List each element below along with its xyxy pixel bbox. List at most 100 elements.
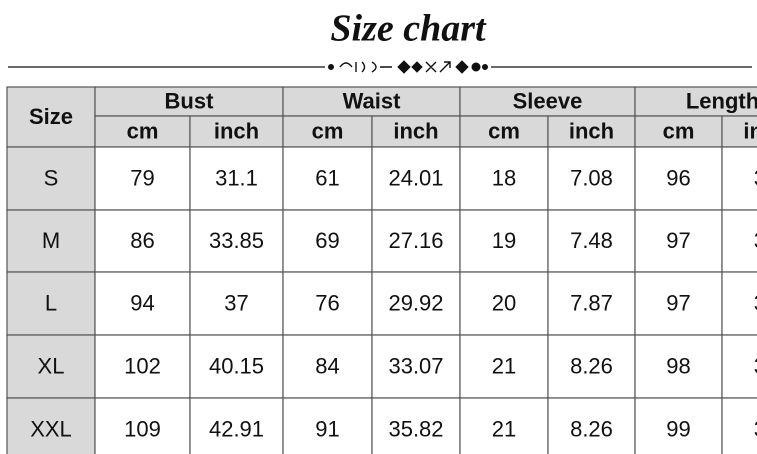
cell [282,146,373,211]
group-header: Sleeve [513,88,583,113]
value-cell: 42.91 [209,416,264,441]
value-cell: 33.07 [388,353,443,378]
cell [459,271,549,336]
value-cell: 84 [315,353,339,378]
cell [721,397,757,454]
value-cell: 21 [492,416,516,441]
cell [721,271,757,336]
value-cell: 91 [315,416,339,441]
size-header: Size [29,104,73,129]
value-cell: 99 [666,416,690,441]
cell [6,86,96,148]
cell [547,115,636,148]
cell [94,334,191,399]
cell [459,209,549,273]
group-header: Bust [165,88,215,113]
size-label: XXL [30,416,72,441]
cell [6,334,96,399]
value-cell: 38 [754,290,757,315]
value-cell: 69 [315,228,339,253]
value-cell: 37 [224,290,248,315]
cell [94,115,191,148]
cell [371,115,461,148]
value-cell: 79 [130,165,154,190]
unit-header: cm [312,118,344,143]
value-cell: 29.92 [388,290,443,315]
cell [189,146,284,211]
value-cell: 38 [754,228,757,253]
value-cell: 94 [130,290,154,315]
unit-header: cm [663,118,695,143]
value-cell: 109 [124,416,161,441]
size-label: M [42,228,60,253]
value-cell: 97 [666,228,690,253]
cell [282,86,461,117]
value-cell: 8.26 [570,353,613,378]
value-cell: 33.85 [209,228,264,253]
cell [721,115,757,148]
group-header: Waist [343,88,402,113]
cell [189,271,284,336]
value-cell: 102 [124,353,161,378]
cell [6,271,96,336]
value-cell: 7.48 [570,228,613,253]
value-cell: 96 [666,165,690,190]
unit-header: inch [743,118,757,143]
unit-header: cm [488,118,520,143]
cell [189,397,284,454]
value-cell: 61 [315,165,339,190]
value-cell: 86 [130,228,154,253]
value-cell: 8.26 [570,416,613,441]
value-cell: 19 [492,228,516,253]
value-cell: 97 [666,290,690,315]
cell [94,86,284,117]
value-cell: 40.15 [209,353,264,378]
cell [721,209,757,273]
unit-header: cm [127,118,159,143]
cell [6,397,96,454]
size-label: S [44,165,59,190]
size-label: XL [38,353,65,378]
value-cell: 7.87 [570,290,613,315]
value-cell: 38 [754,353,757,378]
value-cell: 98 [666,353,690,378]
cell [282,397,373,454]
title: Size chart [330,8,487,50]
cell [459,334,549,399]
unit-header: inch [393,118,438,143]
cell [547,209,636,273]
value-cell: 35.82 [388,416,443,441]
value-cell: 37 [754,165,757,190]
cell [371,209,461,273]
value-cell: 18 [492,165,516,190]
cell [371,146,461,211]
cell [459,86,636,117]
value-cell: 76 [315,290,339,315]
cell [371,334,461,399]
value-cell: 27.16 [388,228,443,253]
value-cell: 7.08 [570,165,613,190]
cell [547,146,636,211]
cell [6,146,96,211]
cell [189,209,284,273]
value-cell: 31.1 [215,165,258,190]
cell [94,271,191,336]
cell [547,334,636,399]
cell [282,334,373,399]
table: Size Bust Waist Sleeve Length cm inch cm inch cm i… [6,86,757,454]
cell [634,209,723,273]
cell [634,146,723,211]
cell [282,115,373,148]
value-cell: 20 [492,290,516,315]
cell [371,397,461,454]
cell [189,115,284,148]
unit-header: inch [569,118,614,143]
cell [282,209,373,273]
cell [721,334,757,399]
value-cell: 38 [754,416,757,441]
value-cell: 21 [492,353,516,378]
group-header: Length [686,88,757,113]
unit-header: inch [214,118,259,143]
size-label: L [45,290,57,315]
